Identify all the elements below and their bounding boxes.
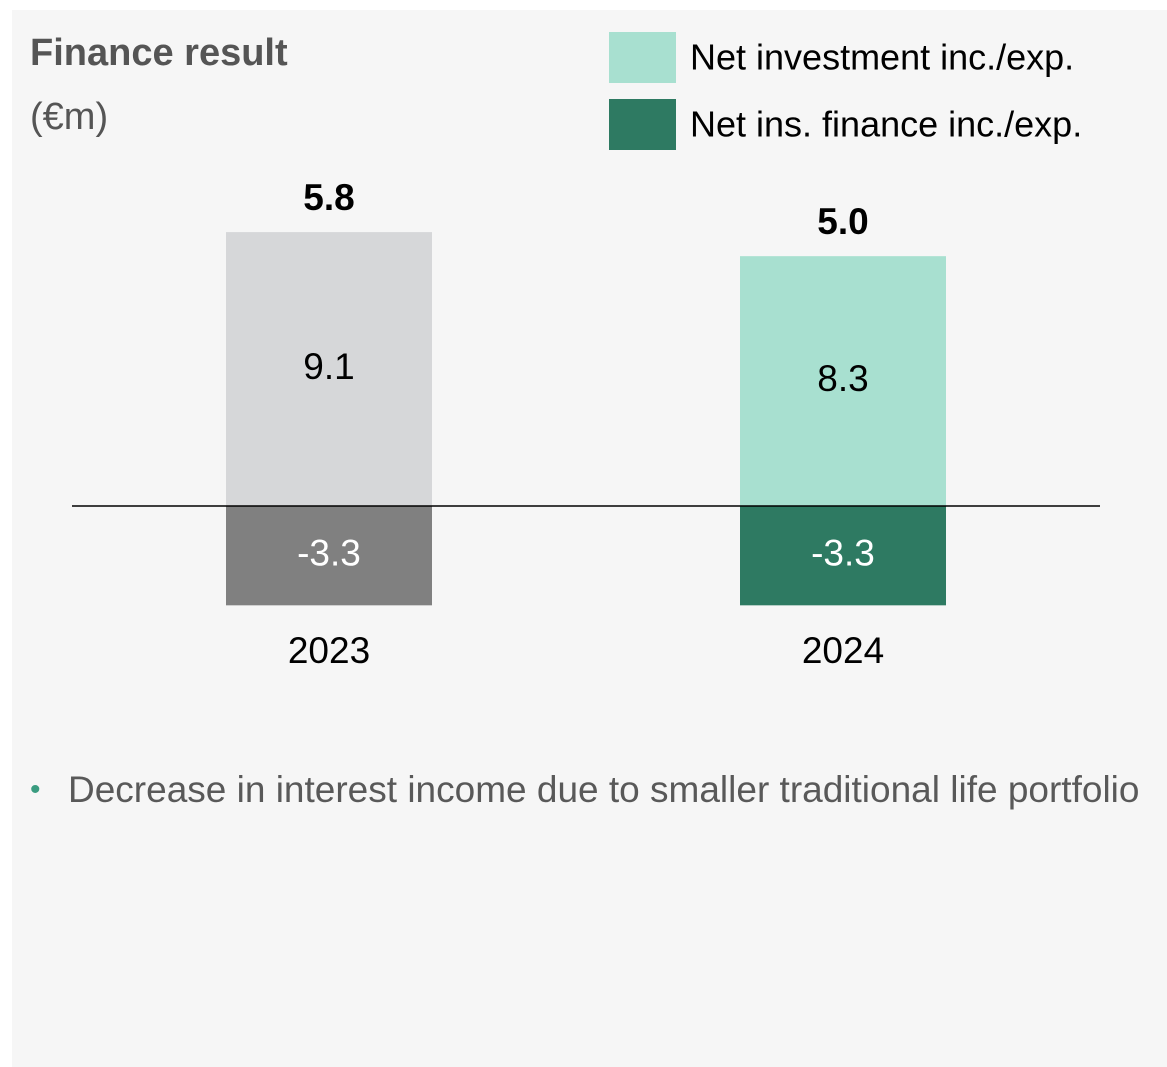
total-label: 5.8 (303, 177, 354, 218)
chart-title: Finance result (30, 32, 288, 74)
x-tick-label: 2023 (288, 630, 370, 671)
legend-swatch (609, 99, 676, 150)
legend-label: Net investment inc./exp. (690, 37, 1074, 78)
value-label: -3.3 (811, 532, 875, 573)
bullet: • (30, 773, 41, 806)
bar-segment (226, 232, 432, 506)
total-label: 5.0 (817, 201, 868, 242)
note: • Decrease in interest income due to sma… (30, 762, 1140, 818)
value-label: -3.3 (297, 532, 361, 573)
bar-segment (226, 506, 432, 606)
legend-label: Net ins. finance inc./exp. (690, 104, 1082, 145)
value-label: 8.3 (817, 358, 868, 399)
bar-segment (740, 506, 946, 606)
panel (12, 10, 1167, 1067)
value-label: 9.1 (303, 346, 354, 387)
legend-swatch (609, 32, 676, 83)
note-text: Decrease in interest income due to small… (68, 769, 1140, 810)
bar-segment (740, 256, 946, 506)
chart-subtitle: (€m) (30, 96, 108, 138)
x-tick-label: 2024 (802, 630, 884, 671)
